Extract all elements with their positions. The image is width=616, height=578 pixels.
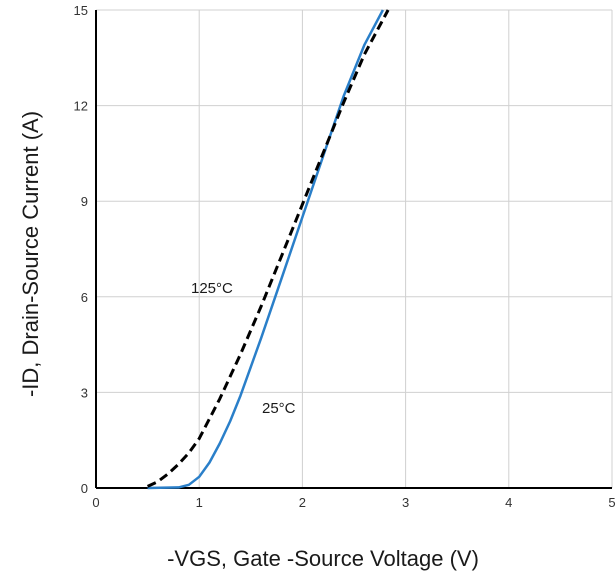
series-label-125c: 125°C	[191, 280, 233, 297]
grid	[96, 9, 613, 488]
x-tick-label-4: 4	[505, 495, 512, 510]
x-tick-label-5: 5	[608, 495, 615, 510]
y-tick-label-3: 3	[81, 385, 88, 400]
axes	[95, 10, 612, 489]
y-tick-label-15: 15	[74, 3, 88, 18]
x-tick-label-0: 0	[92, 495, 99, 510]
y-tick-label-9: 9	[81, 194, 88, 209]
series-line-125c	[146, 9, 390, 488]
x-axis-title: -VGS, Gate -Source Voltage (V)	[167, 546, 479, 571]
x-tick-label-2: 2	[299, 495, 306, 510]
y-tick-label-6: 6	[81, 290, 88, 305]
y-axis-title: -ID, Drain-Source Current (A)	[18, 111, 43, 397]
series	[146, 9, 390, 490]
x-tick-label-3: 3	[402, 495, 409, 510]
x-tick-label-1: 1	[196, 495, 203, 510]
series-label-25c: 25°C	[262, 400, 296, 417]
y-tick-label-0: 0	[81, 481, 88, 496]
y-tick-label-12: 12	[74, 99, 88, 114]
